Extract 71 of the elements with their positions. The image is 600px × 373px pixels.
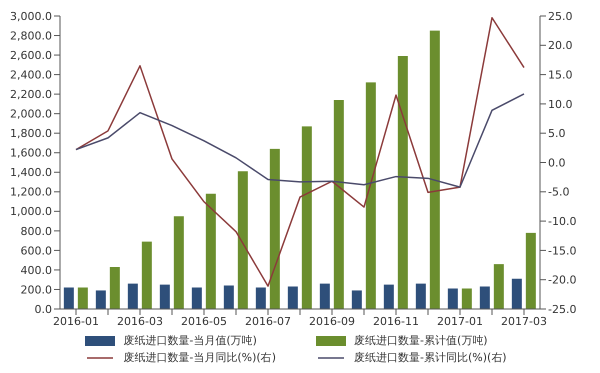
y2-tick-label: 20.0 xyxy=(548,39,572,52)
bar xyxy=(398,56,408,309)
bar xyxy=(78,288,88,309)
y2-tick-label: 15.0 xyxy=(548,68,572,82)
y-tick-label: 200.0 xyxy=(20,283,52,296)
bar xyxy=(480,286,490,309)
y2-tick-label: 10.0 xyxy=(548,98,572,111)
bar xyxy=(256,288,266,309)
y-tick-label: 600.0 xyxy=(20,244,52,258)
y-tick-label: 2,800.0 xyxy=(10,29,52,42)
bar xyxy=(110,267,120,309)
bar xyxy=(96,290,106,309)
y-tick-label: 2,600.0 xyxy=(10,48,52,62)
line-series xyxy=(75,93,525,188)
bar xyxy=(512,278,522,309)
y2-tick-label: -10.0 xyxy=(548,215,576,228)
bar xyxy=(174,216,184,309)
x-tick-label: 2016-09 xyxy=(309,314,355,328)
legend-label: 废纸进口数量-累计值(万吨) xyxy=(354,333,488,348)
x-tick-label: 2016-01 xyxy=(53,314,99,328)
x-tick-label: 2016-05 xyxy=(181,314,227,328)
y2-tick-label: -20.0 xyxy=(548,274,576,287)
y-tick-label: 2,200.0 xyxy=(10,88,52,102)
x-tick-label: 2017-01 xyxy=(437,314,483,328)
legend-label: 废纸进口数量-当月值(万吨) xyxy=(123,333,257,348)
bar xyxy=(462,288,472,309)
bar xyxy=(270,148,280,309)
bar xyxy=(430,30,440,309)
y-tick-label: 2,400.0 xyxy=(10,68,52,82)
bar xyxy=(206,194,216,309)
y-tick-label: 1,400.0 xyxy=(10,166,52,180)
bar xyxy=(366,82,376,309)
bar xyxy=(192,288,202,309)
line-series xyxy=(75,17,525,287)
bar xyxy=(128,284,138,309)
y-tick-label: 0.0 xyxy=(34,302,52,316)
x-tick-label: 2016-11 xyxy=(373,314,419,328)
y-tick-label: 800.0 xyxy=(20,224,52,238)
legend-label: 废纸进口数量-当月同比(%)(右) xyxy=(123,350,276,365)
y2-tick-label: 5.0 xyxy=(548,127,566,140)
x-tick-label: 2016-03 xyxy=(117,314,163,328)
y-tick-label: 1,600.0 xyxy=(10,146,52,160)
x-tick-label: 2017-03 xyxy=(501,314,547,328)
y-tick-label: 2,000.0 xyxy=(10,108,52,121)
bar xyxy=(142,242,152,309)
bar xyxy=(64,288,74,309)
bar xyxy=(160,284,170,309)
y-tick-label: 400.0 xyxy=(20,264,52,277)
bar xyxy=(238,171,248,309)
bar xyxy=(384,284,394,309)
y-tick-label: 1,800.0 xyxy=(10,127,52,140)
bar xyxy=(334,100,344,309)
bar xyxy=(526,232,536,309)
bar xyxy=(448,288,458,309)
y2-tick-label: -5.0 xyxy=(548,186,570,199)
bar xyxy=(302,126,312,309)
bar xyxy=(288,286,298,309)
x-tick-label: 2016-07 xyxy=(245,314,291,328)
y-tick-label: 1,000.0 xyxy=(10,205,52,218)
y-tick-label: 1,200.0 xyxy=(10,186,52,199)
y2-tick-label: -15.0 xyxy=(548,244,576,258)
y2-tick-label: 0.0 xyxy=(548,156,566,170)
bar xyxy=(224,286,234,309)
y2-tick-label: -25.0 xyxy=(548,302,576,316)
bar xyxy=(416,284,426,309)
y-tick-label: 3,000.0 xyxy=(10,10,52,23)
y2-tick-label: 25.0 xyxy=(548,10,572,23)
bar xyxy=(352,290,362,309)
bar xyxy=(320,284,330,309)
bar xyxy=(494,264,504,309)
legend-label: 废纸进口数量-累计同比(%)(右) xyxy=(354,350,507,365)
